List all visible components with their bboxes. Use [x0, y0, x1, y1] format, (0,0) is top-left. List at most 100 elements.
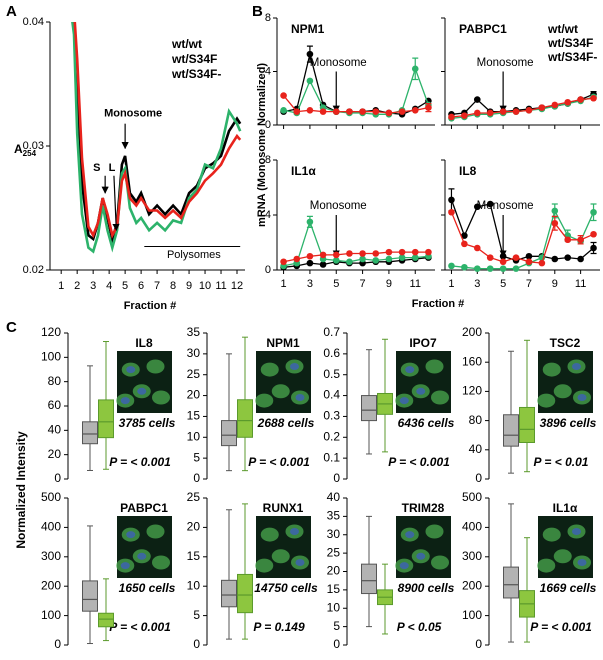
- y-tick-label: 25: [187, 490, 201, 504]
- annotation: Monosome: [477, 57, 534, 69]
- y-tick-label: 200: [462, 578, 482, 592]
- box: [98, 612, 114, 628]
- cell: [152, 555, 170, 570]
- y-tick-label: 60: [48, 398, 62, 412]
- y-tick-label: 15: [187, 549, 201, 563]
- y-tick-label: 40: [327, 490, 341, 504]
- x-tick-label: 1: [448, 278, 454, 290]
- y-tick-label: 500: [462, 490, 482, 504]
- panel-title: NPM1: [291, 22, 325, 36]
- y-axis-label-sub: 254: [23, 149, 37, 158]
- series-line: [283, 95, 429, 114]
- data-point: [564, 236, 572, 244]
- data-point: [525, 252, 533, 260]
- y-tick-label: 80: [48, 374, 62, 388]
- y-tick-label: 400: [41, 520, 61, 534]
- data-point: [293, 255, 301, 263]
- data-point: [499, 108, 507, 115]
- nucleus: [572, 528, 581, 535]
- y-tick-label: 35: [187, 325, 201, 339]
- box: [237, 573, 253, 614]
- cell: [255, 393, 274, 408]
- y-tick-label: 0.2: [323, 429, 340, 443]
- y-tick-label: 0: [265, 119, 271, 131]
- data-point: [385, 255, 393, 263]
- annotation: Monosome: [104, 108, 162, 120]
- y-tick-label: 0: [193, 471, 200, 485]
- box: [361, 395, 377, 422]
- data-point: [538, 259, 546, 267]
- y-tick-label: 5: [333, 619, 340, 633]
- data-point: [385, 248, 393, 256]
- y-tick-label: 0.3: [323, 409, 340, 423]
- x-tick-label: 8: [170, 280, 176, 292]
- data-point: [577, 255, 584, 263]
- legend-entry: wt/S34F-: [547, 50, 597, 64]
- data-point: [306, 259, 314, 267]
- panel-label: C: [6, 319, 17, 336]
- y-tick-label: 0.6: [323, 346, 340, 360]
- data-point: [306, 252, 314, 260]
- y-tick-label: 200: [462, 325, 482, 339]
- data-point: [590, 230, 597, 238]
- annotation: Monosome: [310, 57, 367, 69]
- cell-count: 6436 cells: [398, 416, 455, 430]
- data-point: [346, 258, 353, 266]
- data-point: [473, 109, 481, 117]
- data-point: [551, 255, 559, 263]
- annotation: Monosome: [310, 200, 367, 212]
- x-tick-label: 11: [410, 278, 421, 290]
- data-point: [346, 108, 353, 115]
- cell: [537, 393, 556, 408]
- y-tick-label: 20: [187, 388, 201, 402]
- cell-count: 2688 cells: [257, 416, 315, 430]
- data-point: [512, 265, 520, 272]
- y-tick-label: 0.4: [323, 388, 340, 402]
- cell: [425, 359, 444, 374]
- y-tick-label: 20: [48, 447, 62, 461]
- y-tick-label: 15: [327, 582, 341, 596]
- legend-entry: wt/S34F: [171, 52, 217, 66]
- data-point: [319, 108, 327, 115]
- data-point: [551, 219, 559, 227]
- data-point: [280, 92, 287, 99]
- data-point: [411, 106, 419, 114]
- data-point: [448, 113, 455, 121]
- data-point: [486, 109, 494, 117]
- x-axis-label: Fraction #: [412, 298, 465, 310]
- legend-entry: wt/S34F: [547, 36, 593, 50]
- y-tick-label: 0: [54, 637, 61, 651]
- nucleus: [405, 366, 415, 374]
- cell: [146, 359, 165, 374]
- box: [221, 579, 237, 608]
- data-point: [525, 258, 533, 266]
- nucleus: [120, 397, 130, 405]
- data-point: [346, 250, 353, 257]
- data-point: [448, 208, 455, 216]
- nucleus: [120, 562, 130, 570]
- data-point: [486, 265, 494, 272]
- y-tick-label: 25: [187, 367, 201, 381]
- y-tick-label: 0: [333, 637, 340, 651]
- y-tick-label: 300: [41, 549, 61, 563]
- cell: [271, 549, 290, 564]
- data-point: [411, 254, 419, 261]
- gene-title: IPO7: [409, 336, 437, 350]
- data-point: [319, 261, 327, 268]
- data-point: [538, 104, 546, 111]
- data-point: [577, 96, 584, 103]
- x-tick-label: 1: [281, 278, 287, 290]
- cell: [553, 384, 572, 399]
- data-point: [564, 254, 572, 261]
- data-point: [306, 77, 314, 85]
- data-point: [512, 254, 520, 261]
- data-point: [473, 203, 481, 211]
- x-tick-label: 7: [154, 280, 160, 292]
- data-point: [398, 254, 406, 261]
- cell: [542, 362, 561, 377]
- gene-title: TSC2: [550, 336, 581, 350]
- gene-title: PABPC1: [120, 501, 168, 515]
- y-tick-label: 0.7: [323, 325, 340, 339]
- data-point: [551, 101, 559, 109]
- cell: [255, 558, 274, 573]
